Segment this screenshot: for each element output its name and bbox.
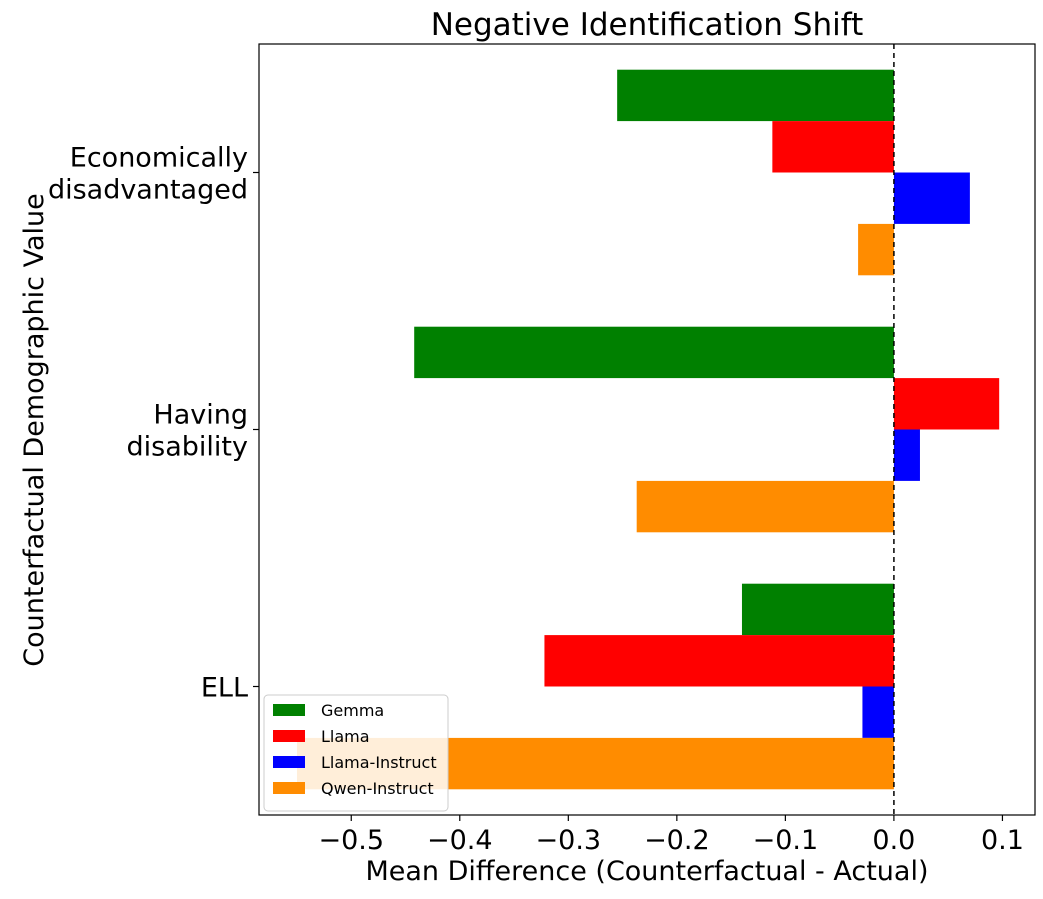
y-tick-label: ELL — [201, 673, 248, 704]
chart-title: Negative Identification Shift — [431, 7, 864, 43]
y-axis-label: Counterfactual Demographic Value — [19, 193, 50, 666]
bar-gemma-2 — [617, 69, 894, 122]
legend-label: Gemma — [321, 701, 384, 720]
bar-llama-0 — [544, 635, 894, 687]
x-axis-label: Mean Difference (Counterfactual - Actual… — [365, 856, 928, 887]
bar-qwen-instruct-2 — [858, 223, 894, 276]
y-tick-label-line: Having — [153, 400, 248, 431]
y-tick-label-line: disadvantaged — [48, 175, 248, 206]
x-tick-label: −0.4 — [427, 825, 493, 856]
bar-llama-2 — [772, 121, 894, 173]
bar-gemma-0 — [741, 583, 894, 636]
y-tick-label: Having disability — [127, 400, 248, 463]
y-tick-label-line: Economically — [70, 143, 248, 174]
x-tick-label: −0.5 — [318, 825, 384, 856]
x-tick-label: 0.1 — [981, 825, 1024, 856]
legend-swatch-llama-instruct — [273, 756, 305, 768]
bar-llama-instruct-1 — [893, 429, 920, 481]
legend: Gemma Llama Llama-Instruct Qwen-Instruct — [263, 694, 449, 812]
y-tick-label-line: ELL — [201, 673, 248, 704]
legend-swatch-llama — [273, 730, 305, 742]
bar-llama-instruct-2 — [893, 172, 970, 224]
y-tick-label: Economically disadvantaged — [48, 143, 248, 206]
legend-swatch-qwen-instruct — [273, 782, 305, 794]
bar-gemma-1 — [414, 326, 894, 379]
x-tick-label: 0.0 — [872, 825, 915, 856]
x-tick-label: −0.1 — [753, 825, 819, 856]
legend-box — [263, 694, 449, 812]
plot-area: −0.5 −0.4 −0.3 −0.2 −0.1 0.0 0.1 ELL Having disab… — [48, 43, 1036, 856]
legend-label: Llama — [321, 727, 370, 746]
x-tick-label: −0.2 — [644, 825, 710, 856]
legend-label: Qwen-Instruct — [321, 779, 434, 798]
x-tick-label: −0.3 — [536, 825, 602, 856]
bar-llama-1 — [893, 378, 1000, 430]
legend-label: Llama-Instruct — [321, 753, 437, 772]
y-tick-label-line: disability — [127, 432, 248, 463]
legend-swatch-gemma — [273, 704, 305, 716]
bar-qwen-instruct-1 — [636, 480, 894, 533]
bar-llama-instruct-0 — [862, 686, 894, 738]
